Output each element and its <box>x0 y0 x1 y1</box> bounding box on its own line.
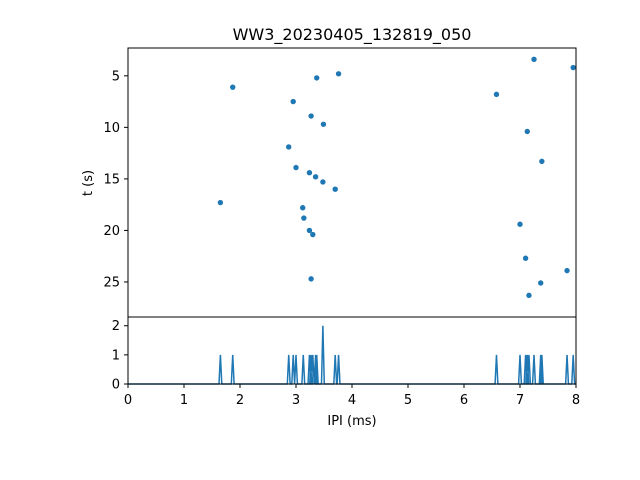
ipi-x-tick-label-2: 2 <box>236 393 244 408</box>
scatter-point-25 <box>539 158 545 165</box>
ipi-x-tick-label-0: 0 <box>124 393 132 408</box>
ipi-y-tick-label-0: 0 <box>112 378 120 393</box>
ipi-x-ticks: 0 1 2 3 4 5 6 7 8 <box>124 384 580 408</box>
scatter-y-tick-label-1: 10 <box>103 121 120 136</box>
scatter-point-5 <box>300 205 306 211</box>
scatter-point-0 <box>217 199 224 206</box>
ipi-x-tick-label-4: 4 <box>348 393 356 408</box>
ipi-histogram-plot: 0 1 2 3 4 5 6 7 8 0 1 2 IPI (ms) <box>112 316 580 429</box>
scatter-y-tick-label-2: 15 <box>103 172 120 187</box>
ipi-x-tick-label-7: 7 <box>516 393 524 408</box>
scatter-point-20 <box>522 255 529 261</box>
scatter-point-9 <box>308 113 314 119</box>
scatter-point-19 <box>517 221 523 227</box>
ipi-histogram-line <box>128 325 576 385</box>
scatter-point-17 <box>335 71 342 77</box>
scatter-y-ticks: 5 10 15 20 25 <box>103 69 128 290</box>
scatter-y-tick-label-4: 25 <box>103 275 120 290</box>
scatter-point-1 <box>230 84 236 90</box>
scatter-point-12 <box>312 174 319 180</box>
ipi-x-tick-label-8: 8 <box>572 393 580 408</box>
scatter-y-axis-label: t (s) <box>81 170 96 196</box>
scatter-point-23 <box>531 56 537 63</box>
scatter-y-tick-label-3: 20 <box>103 224 120 239</box>
scatter-point-15 <box>320 121 327 127</box>
scatter-point-10 <box>308 276 314 282</box>
ipi-x-tick-label-5: 5 <box>404 393 412 408</box>
ipi-y-tick-label-2: 2 <box>112 319 120 334</box>
chart-title: WW3_20230405_132819_050 <box>233 25 472 45</box>
scatter-point-24 <box>538 280 544 286</box>
scatter-point-4 <box>293 164 299 171</box>
scatter-point-27 <box>570 64 576 71</box>
scatter-point-22 <box>526 292 532 299</box>
ipi-x-axis-label: IPI (ms) <box>327 414 376 429</box>
scatter-point-7 <box>306 170 313 176</box>
scatter-point-8 <box>306 227 313 234</box>
scatter-points <box>217 56 576 299</box>
scatter-point-26 <box>564 267 570 274</box>
scatter-y-tick-label-0: 5 <box>112 69 120 84</box>
ipi-x-tick-label-3: 3 <box>292 393 300 408</box>
ipi-y-tick-label-1: 1 <box>112 348 120 363</box>
scatter-point-6 <box>301 215 307 221</box>
ipi-plot-frame <box>127 316 577 385</box>
scatter-point-2 <box>286 144 292 150</box>
scatter-point-21 <box>524 128 530 135</box>
scatter-point-14 <box>320 179 326 185</box>
scatter-point-16 <box>332 186 338 192</box>
scatter-point-18 <box>493 91 500 98</box>
scatter-point-11 <box>310 231 316 238</box>
scatter-point-3 <box>290 98 296 105</box>
ipi-y-ticks: 0 1 2 <box>112 319 128 393</box>
ipi-x-tick-label-6: 6 <box>460 393 468 408</box>
scatter-point-13 <box>314 75 320 81</box>
ipi-x-tick-label-1: 1 <box>180 393 188 408</box>
